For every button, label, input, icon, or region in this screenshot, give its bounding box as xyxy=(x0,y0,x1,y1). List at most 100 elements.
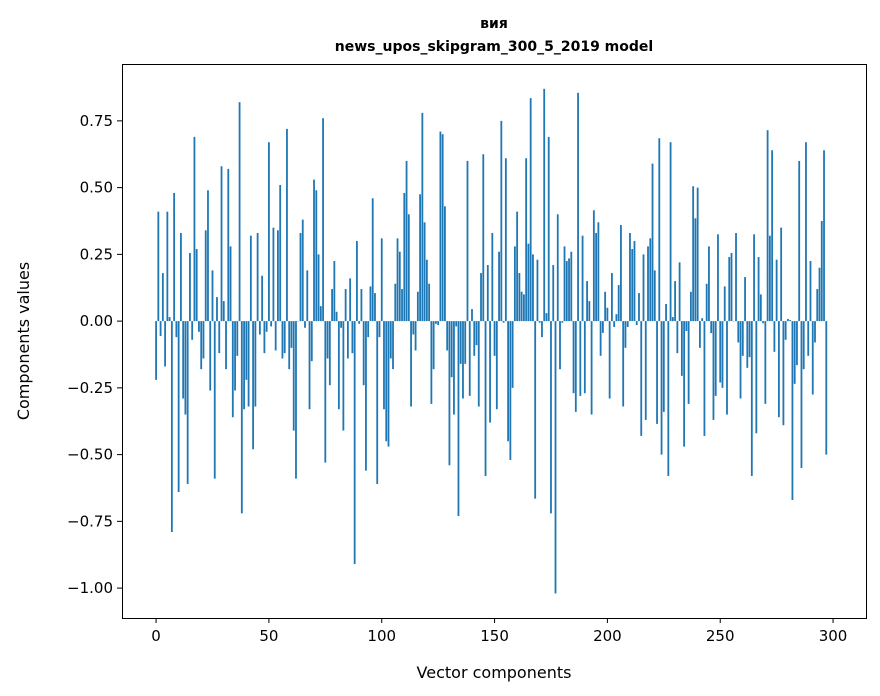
bar-27 xyxy=(216,297,218,322)
bar-238 xyxy=(692,186,695,322)
bar-95 xyxy=(369,286,372,322)
bar-284 xyxy=(796,321,798,366)
bar-266 xyxy=(755,321,758,434)
bar-214 xyxy=(638,293,640,322)
bar-160 xyxy=(516,211,519,322)
bar-118 xyxy=(421,112,424,322)
bar-210 xyxy=(629,233,631,322)
bar-15 xyxy=(189,253,191,322)
bar-166 xyxy=(529,98,532,322)
bar-80 xyxy=(335,311,338,322)
bar-229 xyxy=(671,317,674,322)
bar-212 xyxy=(633,241,636,322)
bar-92 xyxy=(362,321,365,386)
bar-121 xyxy=(428,283,431,322)
bar-236 xyxy=(687,321,690,404)
bar-259 xyxy=(739,321,742,399)
bar-268 xyxy=(759,294,762,322)
bar-245 xyxy=(708,246,710,322)
bar-85 xyxy=(346,321,349,359)
bar-20 xyxy=(200,321,203,370)
bar-159 xyxy=(513,246,516,322)
bar-107 xyxy=(396,238,399,322)
bar-205 xyxy=(617,285,620,322)
bar-115 xyxy=(414,321,417,351)
bar-228 xyxy=(669,142,672,322)
bar-173 xyxy=(545,313,548,322)
bar-149 xyxy=(491,233,494,322)
bar-295 xyxy=(820,220,823,322)
bar-42 xyxy=(249,235,252,322)
bar-14 xyxy=(186,321,189,484)
bar-219 xyxy=(649,238,652,322)
x-tick-label: 100 xyxy=(367,627,396,645)
bar-110 xyxy=(403,192,406,322)
bar-246 xyxy=(710,321,713,334)
bar-254 xyxy=(728,257,731,322)
bar-41 xyxy=(247,321,250,407)
bar-244 xyxy=(705,283,708,322)
x-tick-label: 150 xyxy=(480,627,509,645)
bar-116 xyxy=(416,291,419,322)
bar-5 xyxy=(166,211,169,322)
bar-7 xyxy=(170,321,173,533)
bar-262 xyxy=(746,321,749,368)
bar-77 xyxy=(328,321,331,386)
bar-288 xyxy=(805,142,807,322)
bar-60 xyxy=(290,321,293,348)
bar-222 xyxy=(656,321,658,424)
bar-78 xyxy=(331,289,333,322)
y-tick-label: −0.50 xyxy=(67,446,113,464)
bar-141 xyxy=(473,321,476,356)
bar-38 xyxy=(240,321,243,514)
bar-134 xyxy=(457,321,460,517)
bar-83 xyxy=(342,321,345,431)
bar-276 xyxy=(777,321,780,418)
bar-213 xyxy=(635,321,638,326)
bar-270 xyxy=(764,321,767,404)
bar-253 xyxy=(726,321,728,415)
bar-129 xyxy=(446,321,449,351)
bar-230 xyxy=(674,281,676,322)
bar-67 xyxy=(306,270,309,322)
bar-250 xyxy=(719,321,722,383)
bar-120 xyxy=(425,259,428,322)
bar-22 xyxy=(204,230,207,322)
bar-53 xyxy=(274,321,277,351)
bar-208 xyxy=(624,321,627,348)
y-axis-label: Components values xyxy=(14,262,33,420)
bar-271 xyxy=(766,130,769,322)
bar-157 xyxy=(509,321,512,460)
bar-195 xyxy=(595,233,598,322)
bar-71 xyxy=(315,190,318,322)
bar-127 xyxy=(441,134,444,322)
bar-19 xyxy=(198,321,200,332)
bar-73 xyxy=(319,306,322,322)
bar-202 xyxy=(611,273,613,322)
bar-151 xyxy=(495,321,498,410)
bar-96 xyxy=(371,198,374,322)
bar-6 xyxy=(168,317,171,322)
bar-278 xyxy=(782,321,785,426)
bar-282 xyxy=(791,321,794,500)
bar-227 xyxy=(667,321,670,476)
bar-200 xyxy=(606,307,609,322)
bar-223 xyxy=(658,138,661,322)
bar-242 xyxy=(701,318,704,322)
bar-153 xyxy=(500,120,503,322)
bar-64 xyxy=(299,233,302,322)
bar-140 xyxy=(471,309,473,322)
bar-137 xyxy=(464,321,467,364)
bar-122 xyxy=(430,321,433,404)
bar-188 xyxy=(579,321,582,396)
bar-76 xyxy=(326,321,329,359)
bar-281 xyxy=(789,320,792,322)
bar-196 xyxy=(597,222,600,322)
bar-199 xyxy=(604,291,607,322)
bar-111 xyxy=(405,160,408,322)
bar-163 xyxy=(522,294,525,322)
bar-172 xyxy=(543,88,546,322)
bar-154 xyxy=(502,321,505,323)
bar-126 xyxy=(439,131,442,322)
y-tick-label: 0.00 xyxy=(80,312,113,330)
